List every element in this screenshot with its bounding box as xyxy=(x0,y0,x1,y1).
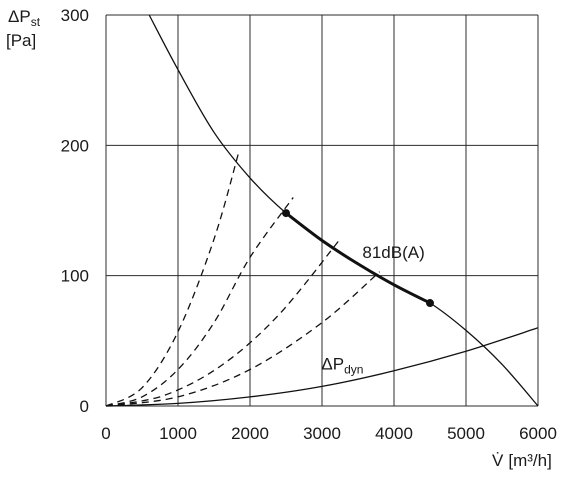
annotation-81dba: 81dB(A) xyxy=(362,243,424,262)
x-tick-label-2: 2000 xyxy=(231,424,269,443)
y-tick-label-0: 0 xyxy=(80,397,89,416)
series-line-5 xyxy=(105,238,341,407)
operating-point-1 xyxy=(426,299,434,308)
curves-group xyxy=(105,14,539,407)
x-tick-label-1: 1000 xyxy=(159,424,197,443)
y-tick-label-1: 100 xyxy=(61,267,89,286)
x-tick-label-4: 4000 xyxy=(375,424,413,443)
y-axis-symbol: ΔPst xyxy=(8,7,41,29)
grid-lines xyxy=(105,14,539,407)
operating-point-0 xyxy=(282,209,290,218)
x-tick-label-3: 3000 xyxy=(303,424,341,443)
y-axis-unit: [Pa] xyxy=(6,31,36,50)
annotation-dp-dyn: ΔPdyn xyxy=(321,355,363,377)
series-line-1 xyxy=(285,211,431,305)
series-line-4 xyxy=(105,197,294,407)
markers-group xyxy=(282,209,434,308)
x-tick-label-6: 6000 xyxy=(519,424,557,443)
series-line-2 xyxy=(105,327,539,407)
y-tick-label-2: 200 xyxy=(61,136,89,155)
x-tick-label-5: 5000 xyxy=(447,424,485,443)
series-line-6 xyxy=(105,271,381,407)
x-axis-label: V̇ [m³/h] xyxy=(492,451,552,470)
tick-labels: 0 1000 2000 3000 4000 5000 6000 0 100 200 300 xyxy=(61,6,557,443)
y-tick-label-3: 300 xyxy=(61,6,89,25)
series-line-3 xyxy=(105,150,240,407)
x-tick-label-0: 0 xyxy=(101,424,110,443)
